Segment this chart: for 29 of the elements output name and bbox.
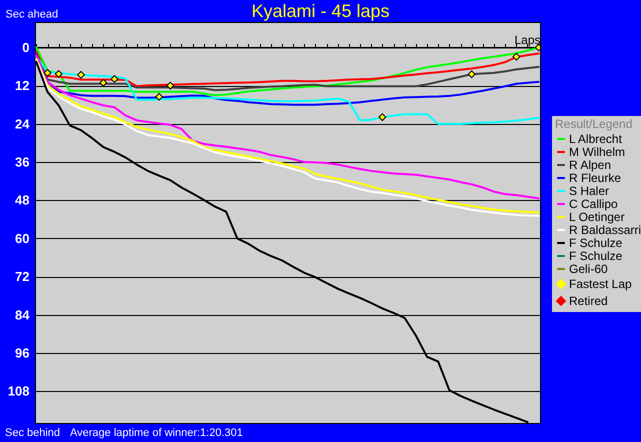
legend-label: R Fleurke (569, 171, 622, 185)
y-tick-label: 24 (15, 116, 30, 132)
y-axis-title: Sec ahead (6, 8, 58, 20)
y-tick-label: 36 (15, 154, 30, 170)
legend-label: Retired (569, 294, 608, 308)
legend-label: F Schulze (569, 249, 623, 263)
legend-label: Fastest Lap (569, 277, 632, 291)
y-tick-label: 96 (15, 345, 30, 360)
legend-label: C Callipo (569, 197, 618, 211)
y-tick-label: 48 (15, 192, 30, 208)
legend-label: M Wilhelm (569, 145, 625, 159)
x-axis-title: Laps (514, 32, 540, 47)
legend-label: L Oetinger (569, 210, 625, 224)
legend-label: S Haler (569, 184, 610, 198)
legend-label: Geli-60 (569, 262, 608, 276)
chart-title: Kyalami - 45 laps (251, 1, 390, 21)
legend-label: R Alpen (569, 158, 612, 172)
legend-title: Result/Legend (555, 117, 632, 131)
y-tick-label: 72 (15, 269, 30, 284)
y-tick-label: 84 (15, 307, 30, 322)
text: Sec behind (5, 427, 60, 439)
y-tick-label: 60 (15, 230, 30, 246)
y-tick-label: 108 (8, 384, 30, 399)
legend-label: L Albrecht (569, 132, 623, 146)
legend-label: R Baldassarri (569, 223, 641, 237)
text: Average laptime of winner:1:20.301 (70, 427, 243, 439)
legend-label: F Schulze (569, 236, 623, 250)
y-tick-label: 0 (22, 40, 30, 55)
y-tick-label: 12 (15, 78, 30, 94)
